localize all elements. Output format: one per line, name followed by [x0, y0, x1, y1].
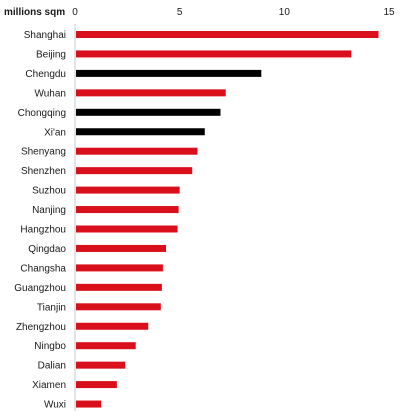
bar — [76, 31, 379, 38]
x-tick-label: 0 — [72, 7, 78, 18]
category-label: Shenyang — [21, 147, 66, 158]
bar — [76, 147, 198, 155]
category-label: Wuxi — [44, 400, 66, 411]
x-tick-label: 15 — [383, 7, 395, 18]
bar — [76, 186, 180, 194]
category-label: Tianjin — [37, 302, 66, 313]
category-label: Nanjing — [32, 205, 66, 216]
category-label: Zhengzhou — [16, 322, 66, 333]
unit-label: millions sqm — [4, 7, 65, 18]
category-label: Changsha — [20, 263, 66, 274]
bar — [76, 264, 163, 272]
bar — [76, 108, 221, 116]
bar — [76, 244, 167, 252]
x-tick-label: 10 — [279, 7, 291, 18]
bars — [76, 31, 379, 408]
bar — [76, 322, 149, 330]
bar — [76, 283, 162, 291]
category-labels: Shanghai Beijing Chengdu Wuhan Chongqing Xi'a… — [14, 30, 66, 411]
bar — [76, 50, 352, 58]
bar — [76, 303, 161, 311]
category-label: Dalian — [38, 361, 66, 372]
category-label: Qingdao — [28, 244, 66, 255]
category-label: Chongqing — [18, 108, 66, 119]
category-label: Xiamen — [32, 380, 66, 391]
bar — [76, 381, 117, 389]
category-label: Chengdu — [25, 69, 66, 80]
bar — [76, 342, 136, 350]
category-label: Wuhan — [34, 88, 66, 99]
x-axis-ticks: 0 5 10 15 — [72, 7, 395, 18]
category-label: Guangzhou — [14, 283, 66, 294]
category-label: Ningbo — [34, 341, 66, 352]
category-label: Xi'an — [44, 127, 66, 138]
category-label: Hangzhou — [20, 225, 66, 236]
bar — [76, 167, 193, 175]
bar — [76, 400, 102, 408]
bar — [76, 361, 126, 369]
bar — [76, 128, 205, 136]
bar — [76, 225, 178, 233]
bar — [76, 89, 226, 97]
x-tick-label: 5 — [177, 7, 183, 18]
category-label: Suzhou — [32, 186, 66, 197]
category-label: Shanghai — [24, 30, 66, 41]
bar — [76, 206, 179, 214]
bar — [76, 69, 262, 77]
category-label: Shenzhen — [21, 166, 66, 177]
category-label: Beijing — [36, 49, 66, 60]
